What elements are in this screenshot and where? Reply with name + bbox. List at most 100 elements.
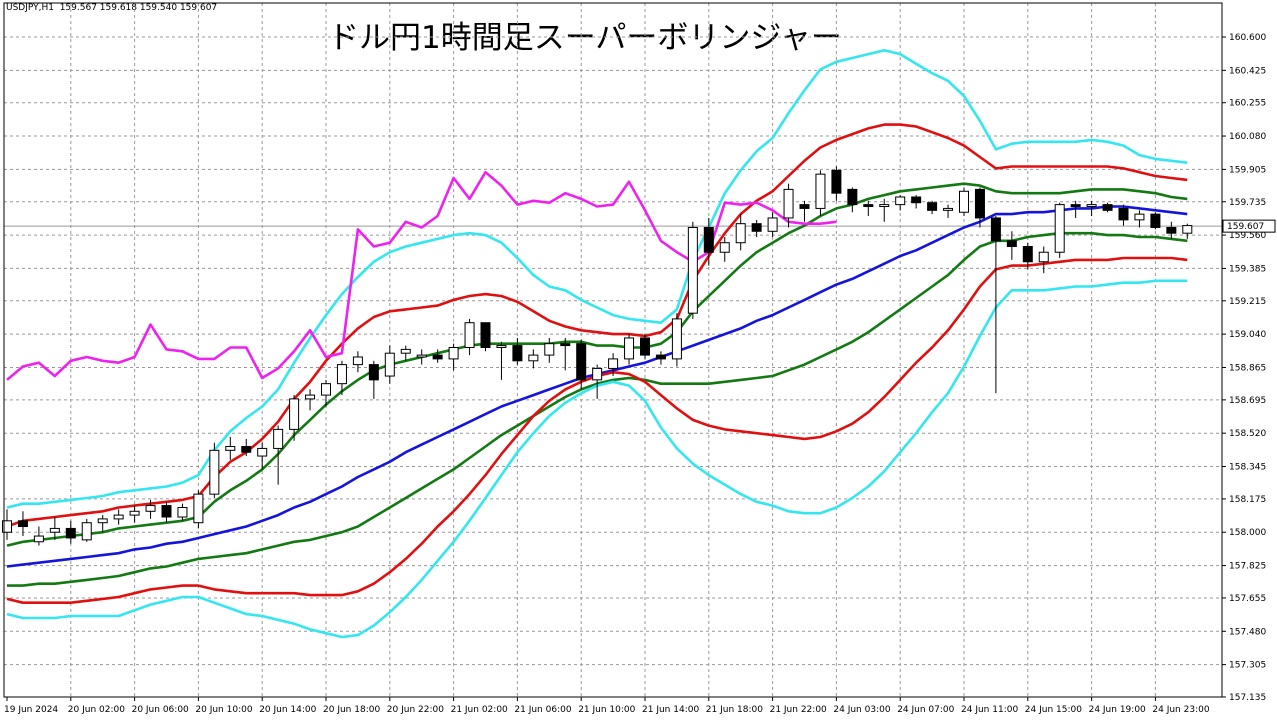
y-tick-label: 159.040 xyxy=(1229,330,1266,340)
symbol-info: USDJPY,H1 159.567 159.618 159.540 159.60… xyxy=(6,3,217,13)
candle-body-up xyxy=(687,226,698,314)
candle-body-down xyxy=(1102,204,1113,211)
candle-body-up xyxy=(33,535,44,543)
candle xyxy=(911,195,922,209)
candle xyxy=(352,351,363,373)
candle xyxy=(719,237,730,262)
candle-body-up xyxy=(879,204,890,208)
candle-body-down xyxy=(751,223,762,232)
candle-body-down xyxy=(512,345,523,362)
candle-body-up xyxy=(81,522,92,541)
y-tick-label: 159.215 xyxy=(1229,297,1266,307)
candle-body-down xyxy=(1022,246,1033,263)
candle-body-down xyxy=(927,202,938,211)
candle xyxy=(464,318,475,356)
candle xyxy=(49,517,60,540)
candle-body-down xyxy=(990,217,1001,242)
candle xyxy=(384,345,395,384)
candle-body-down xyxy=(799,204,810,209)
candle xyxy=(161,501,172,523)
candle xyxy=(368,360,379,399)
candle-body-down xyxy=(1166,226,1177,234)
candle xyxy=(671,313,682,367)
candle-body-up xyxy=(49,527,60,533)
symbol-label: USDJPY,H1 xyxy=(6,3,54,13)
plot-border xyxy=(3,2,1223,698)
candle-body-up xyxy=(815,173,826,209)
candle-body-up xyxy=(496,345,507,348)
series-line-minus1 xyxy=(7,231,1188,587)
candle-body-down xyxy=(560,343,571,347)
candle xyxy=(17,511,28,537)
candle-body-up xyxy=(257,447,268,457)
chart-frame xyxy=(3,2,1223,698)
candle xyxy=(608,353,619,377)
candle-body-down xyxy=(1118,207,1129,221)
candle xyxy=(400,345,411,361)
y-tick-label: 157.655 xyxy=(1229,594,1266,604)
candle xyxy=(129,505,140,523)
x-tick-label: 24 Jun 19:00 xyxy=(1089,705,1146,715)
candle xyxy=(959,187,969,217)
y-tick-label: 157.480 xyxy=(1229,627,1266,637)
candle xyxy=(289,395,300,441)
candle xyxy=(815,170,826,217)
candle-body-down xyxy=(161,505,172,518)
x-tick-label: 21 Jun 06:00 xyxy=(514,705,571,715)
candle xyxy=(145,499,156,519)
x-tick-label: 24 Jun 15:00 xyxy=(1025,705,1082,715)
candle xyxy=(257,442,268,470)
y-tick-label: 160.425 xyxy=(1229,66,1266,76)
x-tick-label: 21 Jun 22:00 xyxy=(770,705,827,715)
candle-body-down xyxy=(432,354,443,360)
candle xyxy=(1150,212,1161,230)
candle-body-down xyxy=(241,446,252,453)
candle xyxy=(544,337,555,363)
x-tick-label: 21 Jun 02:00 xyxy=(451,705,508,715)
candle xyxy=(177,503,188,521)
candle-body-up xyxy=(2,520,12,533)
candle xyxy=(448,343,459,371)
candle-body-up xyxy=(671,318,682,360)
candle-body-up xyxy=(305,394,316,400)
candle-body-up xyxy=(321,383,331,396)
x-tick-label: 19 Jun 2024 xyxy=(4,705,58,715)
y-tick-label: 158.865 xyxy=(1229,363,1266,373)
candle xyxy=(895,195,906,211)
y-tick-label: 157.825 xyxy=(1229,562,1266,572)
candle-body-down xyxy=(576,343,587,381)
candle xyxy=(225,437,236,460)
candle-body-down xyxy=(863,204,874,208)
candle xyxy=(113,509,124,525)
price-axis: 160.600 160.425 160.255 160.080 159.905 159.7… xyxy=(1222,33,1276,703)
candle xyxy=(927,200,938,215)
current-price-tag xyxy=(1222,219,1276,233)
x-tick-label: 20 Jun 10:00 xyxy=(195,705,252,715)
candle xyxy=(193,490,204,529)
candle-body-up xyxy=(624,337,635,360)
candle xyxy=(321,379,331,407)
candle-body-up xyxy=(1038,251,1049,263)
y-tick-label: 160.600 xyxy=(1229,33,1266,43)
candle xyxy=(273,425,284,485)
candle-body-up xyxy=(1134,213,1145,221)
candle xyxy=(687,221,698,319)
x-tick-label: 24 Jun 23:00 xyxy=(1152,705,1209,715)
x-tick-label: 20 Jun 22:00 xyxy=(387,705,444,715)
candle-body-up xyxy=(528,354,539,362)
y-tick-label: 160.255 xyxy=(1229,99,1266,109)
x-tick-label: 21 Jun 14:00 xyxy=(642,705,699,715)
candle-body-up xyxy=(767,217,778,232)
candle-body-up xyxy=(177,506,188,518)
candle xyxy=(576,339,587,390)
y-tick-label: 159.560 xyxy=(1229,231,1266,241)
candle-body-down xyxy=(974,188,985,219)
x-tick-label: 24 Jun 07:00 xyxy=(897,705,954,715)
candle-body-up xyxy=(719,242,730,253)
candle xyxy=(560,337,571,371)
y-tick-label: 159.735 xyxy=(1229,198,1266,208)
candle xyxy=(241,438,252,457)
series-line-minus2 xyxy=(6,256,1188,605)
x-tick-label: 21 Jun 18:00 xyxy=(706,705,763,715)
